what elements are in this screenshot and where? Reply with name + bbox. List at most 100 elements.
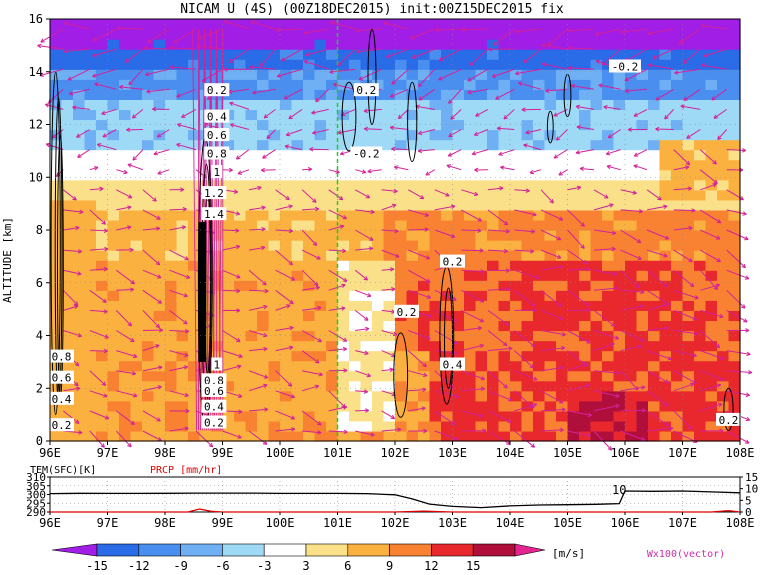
shading-cell: [257, 119, 270, 131]
shading-cell: [429, 169, 442, 181]
shading-cell: [130, 230, 143, 241]
contour-line: [393, 332, 409, 418]
shading-cell: [337, 209, 350, 221]
shading-cell: [372, 69, 385, 80]
shading-cell: [682, 250, 695, 261]
shading-cell: [510, 420, 523, 432]
wind-vector: [461, 228, 482, 233]
wind-vector: [633, 149, 648, 157]
shading-cell: [360, 420, 373, 432]
shading-cell: [659, 430, 672, 442]
shading-cell: [383, 199, 396, 211]
wind-vector: [540, 309, 564, 321]
shading-cell: [222, 290, 235, 301]
shading-cell: [372, 29, 385, 40]
shading-cell: [337, 59, 350, 70]
shading-cell: [544, 240, 557, 251]
shading-cell: [142, 169, 155, 181]
wind-vector: [89, 166, 99, 171]
shading-cell: [61, 109, 74, 121]
wind-vector: [143, 45, 170, 51]
shading-cell: [590, 49, 603, 60]
shading-cell: [705, 109, 718, 121]
shading-cell: [613, 290, 626, 301]
shading-cell: [464, 29, 477, 40]
shading-cell: [671, 330, 684, 342]
shading-cell: [96, 250, 109, 261]
shading-cell: [96, 179, 109, 191]
wind-vector: [355, 408, 370, 413]
shading-cell: [671, 320, 684, 332]
shading-cell: [510, 129, 523, 141]
shading-cell: [567, 59, 580, 70]
shading-cell: [153, 280, 166, 291]
shading-cell: [153, 400, 166, 412]
shading-cell: [314, 400, 327, 412]
shading-cell: [648, 320, 661, 332]
y-tick-label: 4: [36, 329, 43, 343]
shading-cell: [303, 230, 316, 241]
shading-cell: [188, 430, 201, 442]
y-tick-label: 6: [36, 276, 43, 290]
shading-cell: [73, 270, 86, 281]
shading-cell: [337, 430, 350, 442]
shading-cell: [372, 390, 385, 402]
shading-cell: [61, 19, 74, 30]
shading-cell: [50, 109, 63, 121]
shading-cell: [383, 270, 396, 281]
shading-cell: [165, 380, 178, 392]
wind-vector: [540, 427, 564, 433]
shading-cell: [556, 400, 569, 412]
shading-cell: [349, 69, 362, 80]
shading-cell: [372, 99, 385, 111]
shading-cell: [475, 240, 488, 251]
contour-dense-region: [198, 222, 207, 362]
wind-vector: [389, 125, 409, 131]
shading-cell: [533, 370, 546, 382]
shading-cell: [188, 109, 201, 121]
shading-cell: [337, 340, 350, 352]
shading-cell: [303, 89, 316, 100]
shading-cell: [544, 320, 557, 332]
shading-cell: [395, 29, 408, 40]
shading-cell: [314, 410, 327, 422]
shading-cell: [291, 139, 304, 151]
shading-cell: [303, 250, 316, 261]
wind-vector: [124, 48, 144, 63]
shading-cell: [349, 300, 362, 311]
shading-cell: [130, 159, 143, 171]
shading-cell: [498, 430, 511, 442]
shading-cell: [418, 330, 431, 342]
shading-cell: [602, 199, 615, 211]
shading-cell: [303, 260, 316, 271]
shading-cell: [452, 209, 465, 221]
wind-vector: [358, 68, 382, 81]
shading-cell: [510, 219, 523, 231]
wind-vector: [408, 269, 431, 283]
shading-cell: [337, 360, 350, 372]
shading-cell: [567, 230, 580, 241]
shading-cell: [280, 209, 293, 221]
shading-cell: [579, 260, 592, 271]
shading-cell: [521, 250, 534, 261]
shading-cell: [556, 410, 569, 422]
shading-cell: [510, 99, 523, 111]
shading-cell: [96, 320, 109, 332]
shading-cell: [567, 19, 580, 30]
wind-vector: [646, 249, 668, 258]
shading-cell: [441, 230, 454, 241]
wind-vector: [39, 68, 64, 77]
shading-cell: [429, 219, 442, 231]
shading-cell: [395, 79, 408, 90]
shading-cell: [452, 310, 465, 322]
shading-cell: [50, 219, 63, 231]
shading-cell: [728, 340, 741, 352]
shading-cell: [153, 340, 166, 352]
wind-vector: [177, 123, 197, 130]
shading-cell: [372, 49, 385, 60]
shading-cell: [636, 169, 649, 181]
shading-cell: [533, 330, 546, 342]
wind-vector: [144, 68, 170, 77]
shading-cell: [418, 280, 431, 291]
shading-cell: [682, 370, 695, 382]
